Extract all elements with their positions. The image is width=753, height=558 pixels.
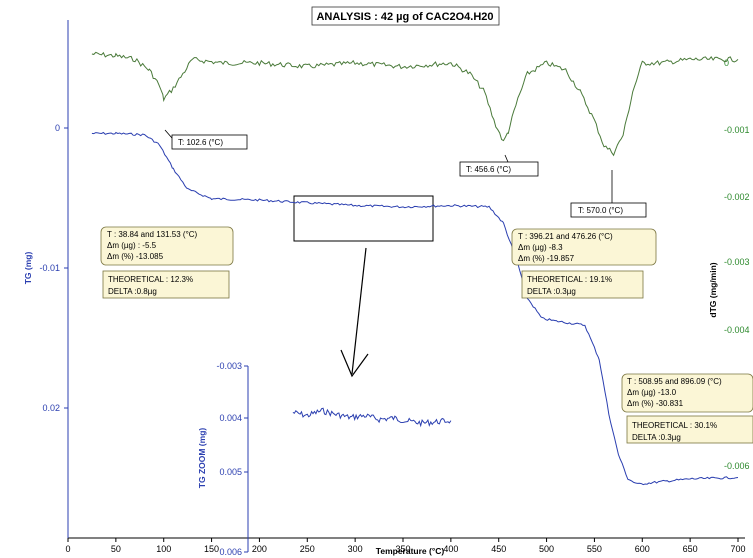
x-tick-label: 500 bbox=[539, 544, 554, 554]
left-tick-label: -0.01 bbox=[39, 263, 60, 273]
x-tick-label: 250 bbox=[300, 544, 315, 554]
svg-text:THEORETICAL : 19.1%: THEORETICAL : 19.1% bbox=[527, 275, 612, 284]
inset-tick-label: 0.005 bbox=[219, 467, 242, 477]
x-tick-label: 650 bbox=[683, 544, 698, 554]
svg-text:Δm (%) -13.085: Δm (%) -13.085 bbox=[107, 252, 164, 261]
svg-text:Δm (µg) -8.3: Δm (µg) -8.3 bbox=[518, 243, 563, 252]
peak-label-2: T: 456.6 (°C) bbox=[459, 154, 539, 177]
inset-tick-label: 0.006 bbox=[219, 547, 242, 557]
right-tick-label: -0.003 bbox=[724, 257, 750, 267]
inset-tick-label: -0.003 bbox=[216, 361, 242, 371]
step-annotation-2: T : 396.21 and 476.26 (°C) Δm (µg) -8.3 … bbox=[511, 228, 657, 299]
zoom-arrow-line bbox=[351, 247, 367, 375]
dtg-series-line bbox=[91, 51, 739, 157]
x-tick-label: 350 bbox=[395, 544, 410, 554]
title-box bbox=[311, 6, 500, 26]
left-axis-label: TG (mg) bbox=[23, 252, 33, 285]
step-annotation-1: T : 38.84 and 131.53 (°C) Δm (µg) : -5.5… bbox=[100, 226, 234, 299]
right-tick-label: 0 bbox=[724, 58, 729, 68]
inset-series-line bbox=[292, 407, 452, 428]
svg-text:T : 396.21 and 476.26 (°C): T : 396.21 and 476.26 (°C) bbox=[518, 232, 613, 241]
left-tick-label: 0.02 bbox=[42, 403, 60, 413]
svg-text:THEORETICAL : 30.1%: THEORETICAL : 30.1% bbox=[632, 421, 717, 430]
zoom-arrow-head bbox=[340, 349, 369, 378]
svg-text:T: 102.6 (°C): T: 102.6 (°C) bbox=[178, 138, 223, 147]
right-tick-label: -0.004 bbox=[724, 325, 750, 335]
x-tick-label: 100 bbox=[156, 544, 171, 554]
right-axis-label: dTG (mg/min) bbox=[708, 262, 718, 317]
svg-text:DELTA :0.8µg: DELTA :0.8µg bbox=[108, 287, 157, 296]
zoom-window bbox=[293, 195, 434, 242]
right-tick-label: -0.002 bbox=[724, 192, 750, 202]
svg-text:T : 38.84 and 131.53 (°C): T : 38.84 and 131.53 (°C) bbox=[107, 230, 198, 239]
svg-text:T: 570.0 (°C): T: 570.0 (°C) bbox=[578, 206, 623, 215]
x-tick-label: 200 bbox=[252, 544, 267, 554]
svg-text:T: 456.6 (°C): T: 456.6 (°C) bbox=[466, 165, 511, 174]
svg-text:DELTA :0.3µg: DELTA :0.3µg bbox=[632, 433, 681, 442]
x-tick-label: 50 bbox=[111, 544, 121, 554]
right-tick-label: -0.001 bbox=[724, 125, 750, 135]
svg-text:Δm (%) -19.857: Δm (%) -19.857 bbox=[518, 254, 575, 263]
svg-text:THEORETICAL : 12.3%: THEORETICAL : 12.3% bbox=[108, 275, 193, 284]
peak-label-3: T: 570.0 (°C) bbox=[570, 170, 647, 218]
tg-series-line bbox=[91, 131, 739, 486]
left-tick-label: 0 bbox=[55, 123, 60, 133]
x-tick-label: 400 bbox=[443, 544, 458, 554]
x-tick-label: 450 bbox=[491, 544, 506, 554]
x-axis-label: Temperature (°C) bbox=[376, 546, 445, 556]
inset-axis-label: TG ZOOM (mg) bbox=[197, 428, 207, 489]
chart-title: ANALYSIS : 42 µg of CAC2O4.H20 bbox=[316, 11, 493, 23]
x-tick-label: 150 bbox=[204, 544, 219, 554]
x-tick-label: 600 bbox=[635, 544, 650, 554]
x-tick-label: 550 bbox=[587, 544, 602, 554]
svg-text:Δm (µg) : -5.5: Δm (µg) : -5.5 bbox=[107, 241, 157, 250]
svg-text:Δm (%) -30.831: Δm (%) -30.831 bbox=[627, 399, 684, 408]
x-tick-label: 300 bbox=[348, 544, 363, 554]
right-tick-label: -0.006 bbox=[724, 461, 750, 471]
inset-tick-label: 0.004 bbox=[219, 413, 242, 423]
svg-text:Δm (µg) -13.0: Δm (µg) -13.0 bbox=[627, 388, 677, 397]
x-tick-label: 700 bbox=[730, 544, 745, 554]
x-tick-label: 0 bbox=[65, 544, 70, 554]
svg-text:DELTA :0.3µg: DELTA :0.3µg bbox=[527, 287, 576, 296]
peak-label-1: T: 102.6 (°C) bbox=[164, 129, 248, 150]
svg-text:T : 508.95 and 896.09 (°C): T : 508.95 and 896.09 (°C) bbox=[627, 377, 722, 386]
step-annotation-3: T : 508.95 and 896.09 (°C) Δm (µg) -13.0… bbox=[621, 373, 753, 444]
